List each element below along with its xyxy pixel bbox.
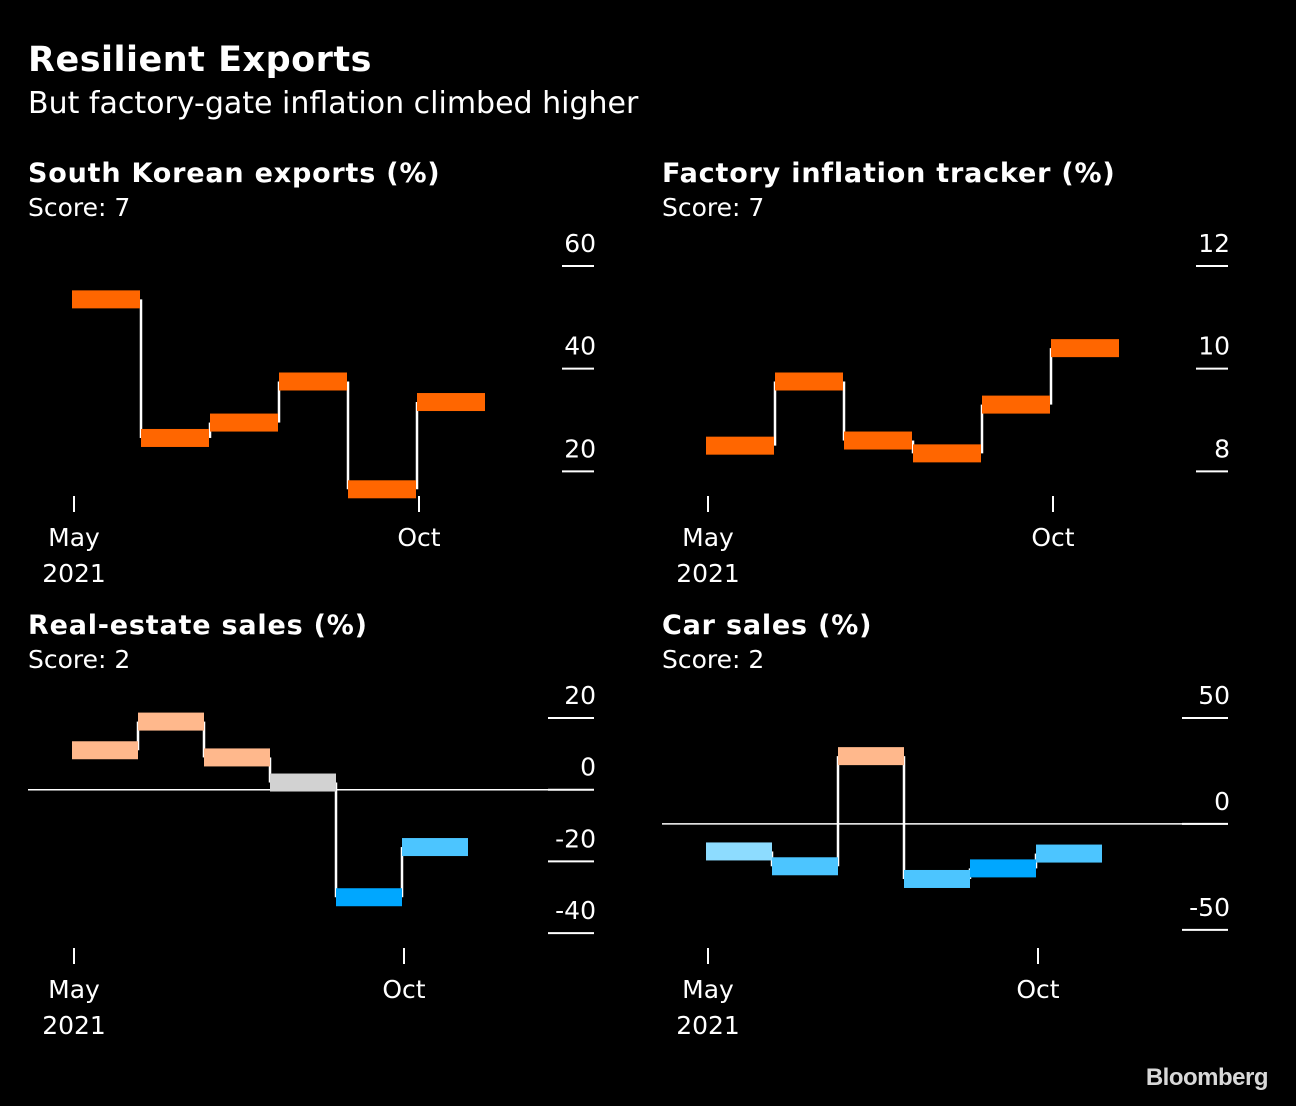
factory-inflation-step-3 (844, 431, 912, 450)
real-estate-step-4 (270, 773, 336, 792)
car-sales-ytick-label: -50 (1189, 893, 1230, 922)
car-sales-step-5 (970, 859, 1036, 878)
real-estate-step-5 (336, 888, 402, 907)
exports-ytick-label: 20 (564, 434, 596, 463)
exports-step-5 (348, 480, 416, 499)
car-sales-xtick-label: May (682, 975, 734, 1004)
real-estate-step-6 (402, 838, 468, 857)
car-sales-ytick-label: 50 (1198, 681, 1230, 710)
exports-xtick-label: Oct (397, 523, 440, 552)
real-estate-ytick-label: 0 (580, 753, 596, 782)
real-estate-xtick-year: 2021 (42, 1011, 106, 1040)
panel-title-exports: South Korean exports (%) (28, 158, 441, 189)
car-sales-step-3 (838, 747, 904, 766)
factory-inflation-ytick-label: 8 (1214, 434, 1230, 463)
real-estate-ytick-label: -20 (555, 824, 596, 853)
factory-inflation-step-6 (1051, 339, 1119, 358)
factory-inflation-step-1 (706, 436, 774, 455)
car-sales-step-6 (1036, 844, 1102, 863)
page-title: Resilient Exports (28, 40, 372, 80)
car-sales-step-2 (772, 857, 838, 876)
factory-inflation-xtick-label: May (682, 523, 734, 552)
exports-xtick-label: May (48, 523, 100, 552)
real-estate-xtick-label: May (48, 975, 100, 1004)
exports-xtick-year: 2021 (42, 559, 106, 588)
factory-inflation-step-2 (775, 372, 843, 391)
real-estate-step-3 (204, 748, 270, 767)
factory-inflation-ytick-label: 10 (1198, 332, 1230, 361)
panel-score-exports: Score: 7 (28, 193, 131, 222)
exports-step-1 (72, 290, 140, 309)
exports-step-3 (210, 413, 278, 432)
page-subtitle: But factory-gate inflation climbed highe… (28, 86, 639, 121)
real-estate-step-2 (138, 712, 204, 731)
real-estate-ytick-label: -40 (555, 896, 596, 925)
panel-score-factory-inflation: Score: 7 (662, 193, 765, 222)
real-estate-xtick-label: Oct (382, 975, 425, 1004)
factory-inflation-step-4 (913, 444, 981, 463)
car-sales-xtick-label: Oct (1016, 975, 1059, 1004)
panel-title-real-estate: Real-estate sales (%) (28, 610, 368, 641)
panel-score-car-sales: Score: 2 (662, 645, 765, 674)
car-sales-step-1 (706, 842, 772, 861)
exports-step-2 (141, 428, 209, 447)
car-sales-ytick-label: 0 (1214, 787, 1230, 816)
real-estate-step-1 (72, 741, 138, 760)
factory-inflation-step-5 (982, 395, 1050, 414)
panel-title-factory-inflation: Factory inflation tracker (%) (662, 158, 1116, 189)
car-sales-xtick-year: 2021 (676, 1011, 740, 1040)
source-logo: Bloomberg (1145, 1064, 1269, 1091)
exports-step-4 (279, 372, 347, 391)
factory-inflation-ytick-label: 12 (1198, 229, 1230, 258)
factory-inflation-xtick-year: 2021 (676, 559, 740, 588)
real-estate-ytick-label: 20 (564, 681, 596, 710)
panel-title-car-sales: Car sales (%) (662, 610, 873, 641)
car-sales-step-4 (904, 869, 970, 888)
exports-ytick-label: 60 (564, 229, 596, 258)
panel-score-real-estate: Score: 2 (28, 645, 131, 674)
factory-inflation-xtick-label: Oct (1031, 523, 1074, 552)
exports-ytick-label: 40 (564, 332, 596, 361)
exports-step-6 (417, 393, 485, 412)
